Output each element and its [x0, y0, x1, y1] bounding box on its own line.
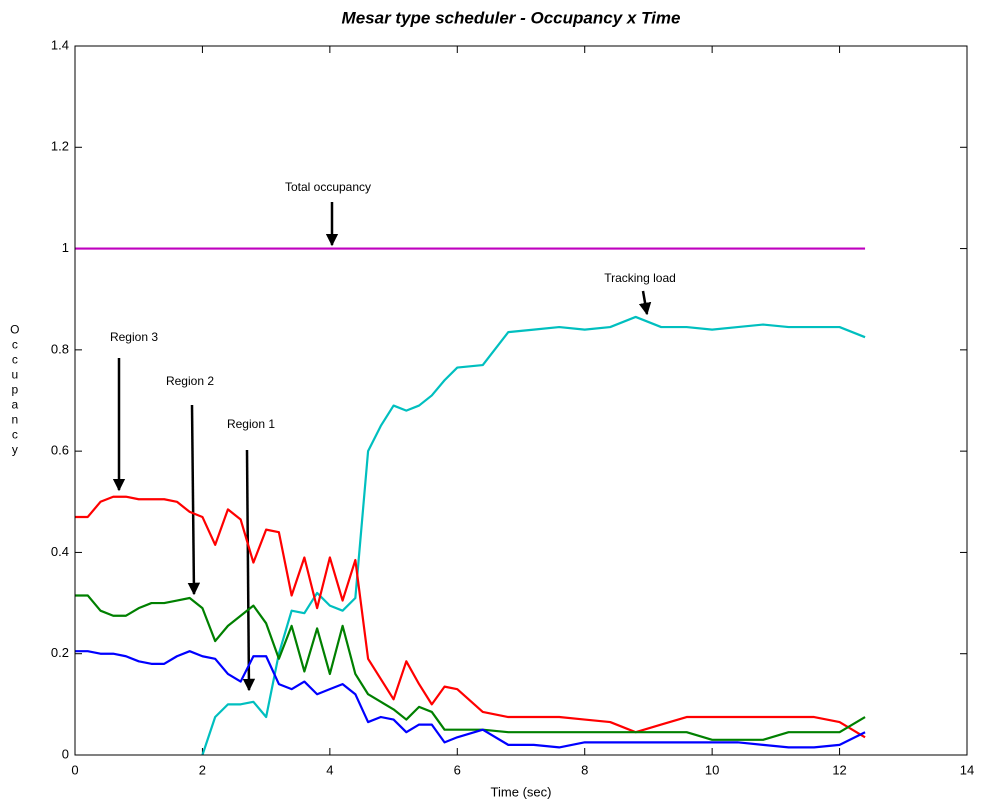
- annotation: Region 1: [227, 417, 275, 431]
- annotation: Region 3: [110, 330, 158, 344]
- arrow: [638, 290, 652, 316]
- annotation: Region 2: [166, 374, 214, 388]
- series-line: [75, 594, 866, 741]
- y-axis-label: Occupancy: [8, 323, 22, 458]
- x-tick-label: 14: [960, 762, 974, 777]
- y-tick-label: 0: [62, 746, 69, 761]
- x-tick-label: 2: [199, 762, 206, 777]
- y-tick-label: 1.2: [51, 139, 69, 154]
- x-tick-label: 12: [832, 762, 846, 777]
- y-tick-label: 1.4: [51, 37, 69, 52]
- plot-frame: [74, 45, 968, 756]
- chart-title: Mesar type scheduler - Occupancy x Time: [342, 8, 681, 27]
- arrow: [187, 404, 201, 596]
- x-axis-label: Time (sec): [491, 784, 552, 799]
- y-tick-label: 1: [62, 240, 69, 255]
- series-line: [75, 495, 866, 739]
- annotation-arrows: [112, 202, 652, 692]
- x-tick-label: 0: [71, 762, 78, 777]
- y-tick-label: 0.8: [51, 341, 69, 356]
- x-tick-label: 10: [705, 762, 719, 777]
- series-line: [75, 650, 866, 749]
- annotation: Tracking load: [604, 271, 676, 285]
- x-tick-label: 8: [581, 762, 588, 777]
- annotation: Total occupancy: [285, 180, 371, 194]
- series-line: [201, 315, 866, 756]
- y-tick-label: 0.2: [51, 645, 69, 660]
- y-tick-label: 0.6: [51, 443, 69, 458]
- x-tick-label: 6: [454, 762, 461, 777]
- arrow: [242, 449, 256, 692]
- x-tick-label: 4: [326, 762, 333, 777]
- y-tick-label: 0.4: [51, 544, 69, 559]
